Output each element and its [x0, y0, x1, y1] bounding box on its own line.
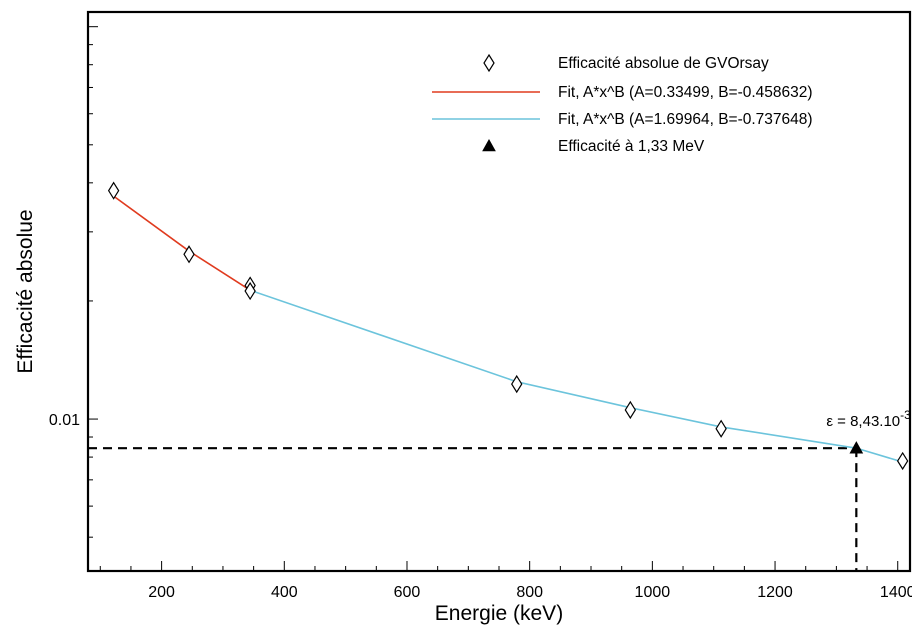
data-point — [624, 400, 637, 420]
x-tick-label: 600 — [394, 584, 421, 601]
data-point — [183, 245, 195, 264]
legend-entry-label: Fit, A*x^B (A=1.69964, B=-0.737648) — [558, 111, 813, 128]
data-point — [107, 181, 120, 200]
x-tick-label: 1200 — [757, 584, 793, 601]
y-tick-label: 0.01 — [49, 412, 80, 429]
data-point — [244, 281, 256, 301]
legend-triangle-marker — [482, 138, 496, 152]
data-point — [896, 451, 909, 471]
legend-entry-label: Fit, A*x^B (A=0.33499, B=-0.458632) — [558, 84, 813, 101]
data-point — [715, 419, 727, 438]
epsilon-annotation-exponent: -3 — [900, 408, 911, 422]
y-axis-label: Efficacité absolue — [14, 209, 37, 373]
x-tick-label: 1400 — [880, 584, 912, 601]
data-point — [511, 374, 523, 394]
legend-entry-label: Efficacité à 1,33 MeV — [558, 138, 705, 155]
x-tick-label: 200 — [148, 584, 175, 601]
x-tick-label: 800 — [516, 584, 543, 601]
fit-line-1 — [113, 195, 251, 291]
axes: 200 400 600 800 1000 1200 1400 0.01 — [49, 10, 912, 601]
legend-entry-label: Efficacité absolue de GVOrsay — [558, 55, 769, 72]
efficiency-point-1330 — [849, 441, 864, 454]
x-tick-label: 1000 — [635, 584, 671, 601]
epsilon-annotation-main: ε = 8,43.10 — [826, 413, 900, 430]
plot-area: ε = 8,43.10-3 — [88, 181, 911, 571]
legend-diamond-marker — [483, 53, 495, 73]
fit-line-2 — [249, 289, 903, 463]
epsilon-annotation: ε = 8,43.10-3 — [826, 408, 911, 430]
x-tick-label: 400 — [271, 584, 298, 601]
legend: Efficacité absolue de GVOrsay Fit, A*x^B … — [432, 53, 813, 155]
x-axis-label: Energie (keV) — [435, 602, 563, 625]
